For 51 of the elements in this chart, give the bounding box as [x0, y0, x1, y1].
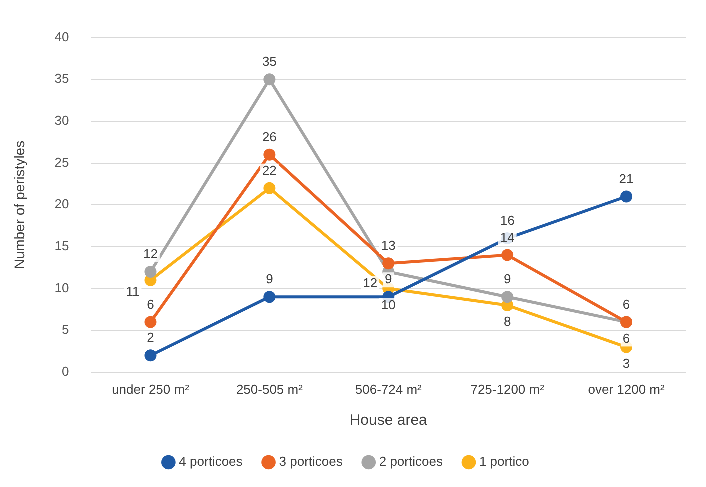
x-axis-title: House area — [350, 412, 428, 430]
y-tick-label: 10 — [54, 280, 70, 296]
legend-label: 4 porticoes — [179, 454, 244, 470]
y-axis-title: Number of peristyles — [11, 140, 28, 270]
data-label: 2 — [147, 330, 154, 346]
point — [502, 291, 514, 304]
point — [264, 74, 276, 86]
point — [144, 316, 157, 328]
x-tick-label: 506-724 m² — [355, 382, 423, 397]
y-tick-label: 5 — [62, 322, 70, 338]
data-label: 14 — [500, 230, 515, 245]
x-tick-label: 250-505 m² — [236, 382, 304, 397]
data-label: 12 — [363, 276, 378, 291]
data-label: 9 — [504, 272, 512, 287]
y-tick-label: 25 — [54, 154, 70, 170]
x-tick-label: under 250 m² — [112, 382, 190, 397]
point — [144, 266, 157, 278]
data-label: 13 — [381, 238, 396, 254]
data-label: 12 — [144, 246, 158, 262]
data-label: 35 — [262, 54, 277, 70]
y-tick-label: 40 — [54, 29, 70, 44]
y-tick-label: 30 — [54, 113, 70, 128]
point — [264, 148, 276, 161]
point — [502, 249, 514, 262]
y-tick-label: 20 — [54, 196, 70, 212]
point — [620, 190, 633, 203]
data-label: 9 — [385, 272, 392, 287]
y-tick-label: 35 — [54, 71, 70, 86]
data-label: 6 — [147, 296, 154, 312]
point — [144, 350, 157, 362]
legend-label: 2 porticoes — [379, 454, 444, 470]
data-label: 21 — [619, 171, 634, 186]
point — [264, 291, 276, 304]
data-label: 9 — [266, 272, 274, 287]
legend-label: 1 portico — [479, 454, 530, 470]
data-label: 26 — [262, 129, 277, 144]
data-label: 16 — [500, 213, 515, 228]
data-label: 11 — [126, 284, 140, 299]
point — [264, 182, 276, 194]
legend-label: 3 porticoes — [279, 454, 344, 470]
data-label: 8 — [504, 314, 512, 330]
data-label: 10 — [381, 297, 396, 312]
x-tick-label: over 1200 m² — [588, 382, 666, 397]
point — [382, 258, 395, 270]
data-label: 3 — [622, 356, 630, 371]
data-label: 6 — [622, 330, 630, 346]
x-tick-label: 725-1200 m² — [470, 382, 546, 397]
y-tick-label: 0 — [62, 364, 70, 379]
data-label: 6 — [622, 296, 630, 312]
data-label: 22 — [262, 162, 277, 178]
y-tick-label: 15 — [54, 238, 70, 254]
